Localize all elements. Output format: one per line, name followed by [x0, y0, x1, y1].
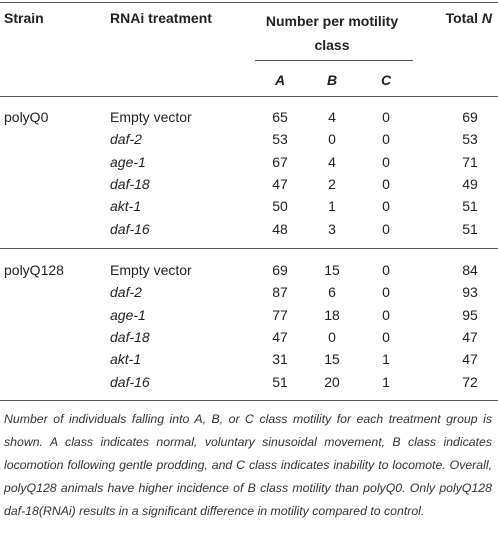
cell: 18 [324, 306, 340, 323]
cell: 84 [462, 262, 478, 278]
header-treatment: RNAi treatment [110, 10, 212, 26]
cell: 3 [328, 220, 336, 237]
cell: 0 [382, 328, 390, 345]
cell: 0 [382, 175, 390, 192]
cell: 93 [462, 284, 478, 301]
cell: 0 [382, 153, 390, 170]
cell: 1 [382, 373, 390, 390]
treatment: daf-16 [110, 373, 150, 390]
cell: 53 [272, 131, 288, 148]
cell: 51 [462, 198, 478, 215]
cell: 0 [328, 328, 336, 345]
treatment: daf-2 [110, 284, 142, 301]
treatment: age-1 [110, 306, 146, 323]
treatment: age-1 [110, 153, 146, 170]
cell: 72 [462, 373, 478, 390]
cell: 0 [382, 284, 390, 301]
cell: 4 [328, 109, 336, 125]
caption: Number of individuals falling into A, B,… [4, 412, 492, 518]
strain: polyQ0 [4, 109, 49, 125]
header-total-symbol: N [481, 10, 492, 26]
cell: 0 [382, 306, 390, 323]
treatment: akt-1 [110, 351, 142, 368]
cell: 71 [462, 153, 478, 170]
cell: 67 [272, 153, 288, 170]
cell: 47 [462, 328, 478, 345]
cell: 0 [382, 198, 390, 215]
cell: 51 [272, 373, 288, 390]
cell: 15 [324, 262, 340, 278]
cell: 69 [272, 262, 288, 278]
header-class: C [380, 72, 392, 88]
cell: 77 [272, 306, 288, 323]
cell: 31 [272, 351, 288, 368]
cell: 47 [462, 351, 478, 368]
header-class: B [326, 72, 338, 88]
cell: 20 [324, 373, 340, 390]
rule [0, 400, 498, 401]
cell: 0 [382, 220, 390, 237]
cell: 0 [382, 262, 390, 278]
rule [0, 96, 498, 97]
treatment: daf-16 [110, 220, 150, 237]
cell: 4 [328, 153, 336, 170]
cell: 49 [462, 175, 478, 192]
cell: 0 [328, 131, 336, 148]
cell: 48 [272, 220, 288, 237]
treatment: daf-18 [110, 175, 150, 192]
cell: 6 [328, 284, 336, 301]
cell: 15 [324, 351, 340, 368]
cell: 87 [272, 284, 288, 301]
cell: 0 [382, 131, 390, 148]
cell: 69 [462, 109, 478, 125]
cell: 2 [328, 175, 336, 192]
treatment: daf-2 [110, 131, 142, 148]
treatment: Empty vector [110, 109, 192, 125]
cell: 53 [462, 131, 478, 148]
cell: 95 [462, 306, 478, 323]
header-number: Number per motility class [265, 13, 399, 53]
treatment: akt-1 [110, 198, 142, 215]
cell: 47 [272, 175, 288, 192]
cell: 50 [272, 198, 288, 215]
cell: 65 [272, 109, 288, 125]
strain: polyQ128 [4, 262, 64, 278]
rule [255, 60, 413, 61]
cell: 51 [462, 220, 478, 237]
cell: 0 [382, 109, 390, 125]
cell: 1 [382, 351, 390, 368]
cell: 47 [272, 328, 288, 345]
cell: 1 [328, 198, 336, 215]
treatment: daf-18 [110, 328, 150, 345]
header-strain: Strain [4, 10, 44, 26]
rule [0, 248, 498, 249]
treatment: Empty vector [110, 262, 192, 278]
header-total-text: Total [445, 10, 478, 26]
rule [0, 2, 498, 3]
header-class: A [274, 72, 286, 88]
header-total: Total N [446, 9, 492, 27]
